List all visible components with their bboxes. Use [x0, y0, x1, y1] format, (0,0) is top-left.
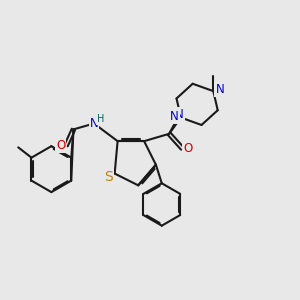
Text: N: N: [170, 110, 179, 123]
Text: H: H: [97, 114, 104, 124]
Text: N: N: [215, 83, 224, 96]
Text: O: O: [183, 142, 192, 155]
Text: N: N: [175, 108, 184, 121]
Text: O: O: [56, 139, 65, 152]
Text: N: N: [90, 117, 98, 130]
Text: S: S: [104, 170, 112, 184]
